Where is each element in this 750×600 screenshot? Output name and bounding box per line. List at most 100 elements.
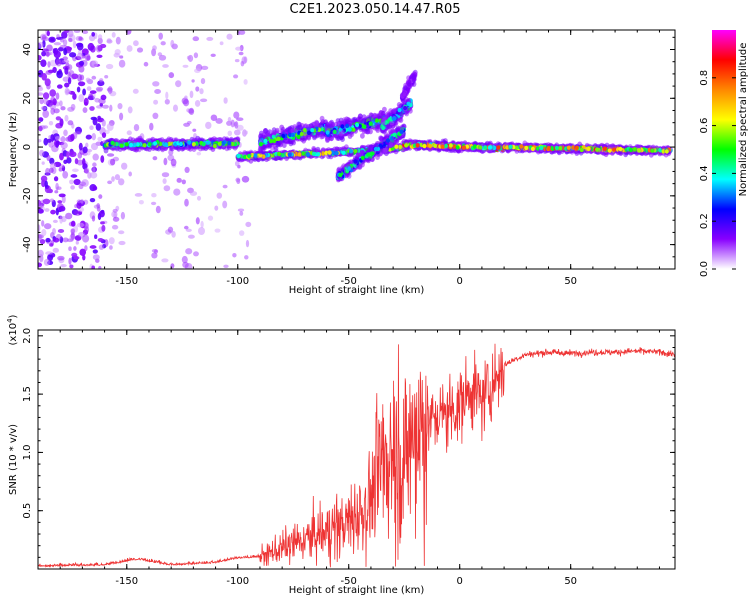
main-band: [217, 141, 222, 147]
noise-speckle: [59, 152, 64, 161]
noise-speckle: [77, 81, 86, 87]
noise-speckle: [39, 149, 45, 157]
main-band: [334, 151, 339, 156]
noise-speckle: [216, 192, 223, 199]
noise-speckle: [38, 125, 43, 132]
noise-speckle: [38, 224, 41, 232]
noise-speckle: [94, 234, 98, 240]
noise-speckle: [68, 257, 72, 265]
noise-speckle: [126, 45, 133, 52]
noise-speckle: [42, 110, 50, 118]
noise-speckle: [176, 177, 182, 183]
noise-speckle: [112, 216, 120, 222]
noise-speckle: [191, 79, 195, 83]
noise-speckle: [134, 193, 143, 197]
main-band: [316, 152, 321, 157]
noise-speckle: [92, 162, 97, 167]
noise-speckle: [98, 244, 104, 250]
main-band: [353, 148, 358, 154]
noise-speckle: [210, 114, 218, 121]
noise-speckle: [111, 32, 116, 38]
noise-speckle: [70, 174, 78, 178]
noise-speckle: [48, 120, 54, 126]
noise-speckle: [38, 92, 44, 96]
noise-speckle: [101, 132, 107, 138]
noise-speckle: [49, 51, 53, 56]
noise-speckle: [111, 211, 118, 218]
noise-speckle: [238, 51, 244, 56]
noise-speckle: [94, 97, 100, 103]
noise-speckle: [84, 245, 88, 252]
noise-speckle: [189, 90, 194, 99]
noise-speckle: [47, 138, 52, 143]
noise-speckle: [244, 130, 248, 135]
noise-speckle: [214, 205, 219, 211]
noise-speckle: [162, 64, 169, 68]
noise-speckle: [52, 219, 58, 224]
noise-speckle: [91, 60, 99, 68]
noise-speckle: [89, 125, 94, 131]
noise-speckle: [158, 54, 167, 61]
noise-speckle: [46, 154, 51, 162]
noise-speckle: [107, 180, 113, 185]
noise-speckle: [82, 234, 90, 243]
noise-speckle: [118, 230, 125, 235]
noise-speckle: [97, 136, 103, 142]
noise-speckle: [237, 208, 245, 212]
noise-speckle: [210, 53, 216, 57]
noise-speckle: [114, 48, 121, 56]
noise-speckle: [48, 167, 54, 174]
noise-speckle: [92, 185, 98, 191]
noise-speckle: [41, 220, 45, 227]
noise-speckle: [90, 116, 98, 121]
noise-speckle: [91, 133, 97, 141]
noise-speckle: [90, 142, 99, 151]
main-band-halo: [334, 146, 340, 152]
noise-speckle: [39, 239, 46, 245]
noise-speckle: [95, 44, 102, 53]
noise-speckle: [63, 129, 68, 137]
noise-speckle: [91, 215, 96, 222]
noise-speckle: [240, 60, 245, 67]
noise-speckle: [62, 56, 68, 61]
noise-speckle: [184, 95, 188, 100]
noise-speckle: [71, 252, 78, 258]
noise-speckle: [161, 172, 170, 178]
noise-speckle: [150, 201, 157, 206]
noise-speckle: [167, 226, 174, 233]
main-band: [415, 143, 420, 148]
noise-speckle: [47, 253, 54, 262]
noise-speckle: [61, 31, 68, 39]
noise-speckle: [187, 234, 195, 239]
noise-speckle: [45, 49, 50, 53]
noise-speckle: [54, 190, 59, 194]
spectrogram-data: [38, 30, 673, 269]
noise-speckle: [45, 251, 53, 255]
main-band: [206, 140, 211, 145]
noise-speckle: [101, 224, 106, 232]
noise-speckle: [38, 208, 44, 214]
noise-speckle: [154, 89, 162, 94]
noise-speckle: [183, 122, 191, 127]
noise-speckle: [75, 42, 84, 48]
noise-speckle: [73, 256, 80, 260]
noise-speckle: [181, 255, 188, 264]
noise-speckle: [82, 158, 86, 167]
noise-speckle: [109, 158, 116, 166]
noise-speckle: [117, 178, 125, 186]
noise-speckle: [76, 52, 84, 61]
noise-speckle: [66, 238, 74, 243]
noise-speckle: [66, 46, 73, 51]
noise-speckle: [91, 265, 96, 269]
noise-speckle: [40, 59, 47, 68]
noise-speckle: [76, 86, 81, 93]
noise-speckle: [161, 258, 169, 263]
main-band: [487, 145, 492, 150]
noise-speckle: [192, 128, 197, 132]
noise-speckle: [183, 225, 189, 230]
noise-speckle: [60, 263, 67, 268]
main-band: [287, 152, 292, 157]
noise-speckle: [38, 253, 44, 262]
noise-speckle: [41, 229, 47, 237]
